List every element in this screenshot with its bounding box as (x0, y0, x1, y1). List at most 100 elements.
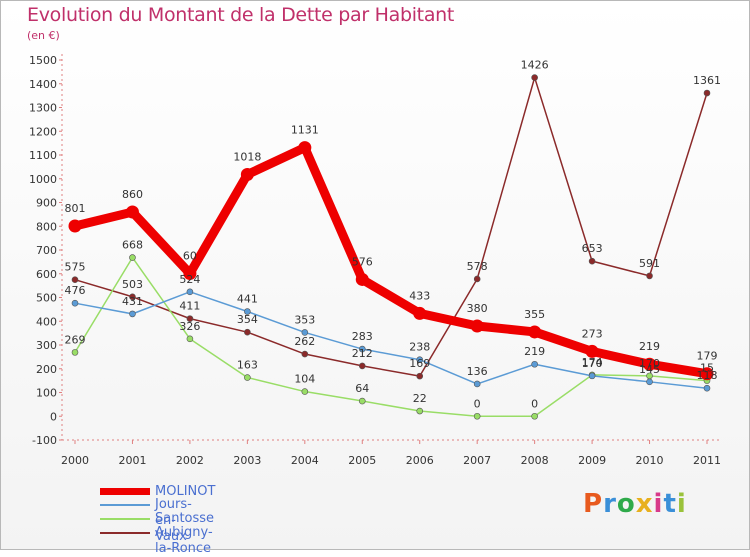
data-labels: 801 860 60 1018 1131 576 433 380 355 273 219 179 476… (65, 59, 722, 411)
logo-letter: t (663, 489, 677, 519)
data-point-santosse (129, 254, 136, 261)
data-label-jours-en-vaux: 170 (582, 357, 603, 370)
data-point-molinot (700, 367, 714, 381)
logo-letter: i (653, 489, 664, 519)
legend-swatch-aubigny-la-ronce (100, 532, 150, 534)
x-tick-label: 2000 (61, 454, 89, 467)
data-label-aubigny-la-ronce: 354 (237, 313, 258, 326)
logo-letter: i (676, 489, 687, 519)
legend-label-santosse: Santosse (155, 511, 215, 526)
data-label-aubigny-la-ronce: 169 (409, 357, 430, 370)
data-point-aubigny-la-ronce (588, 257, 596, 265)
data-point-molinot (183, 267, 197, 281)
data-point-aubigny-la-ronce (646, 272, 653, 280)
data-label-santosse: 170 (639, 357, 660, 370)
y-tick-label: 1500 (29, 54, 57, 67)
y-tick-label: 900 (36, 197, 57, 210)
logo-letter: P (583, 489, 604, 519)
x-tick-label: 2005 (348, 454, 376, 467)
data-label-molinot: 179 (697, 350, 718, 363)
data-point-molinot (528, 325, 542, 339)
data-point-santosse (244, 374, 251, 381)
data-label-aubigny-la-ronce: 411 (179, 300, 200, 313)
y-tick-label: 1400 (29, 78, 57, 91)
x-tick-label: 2003 (233, 454, 261, 467)
data-point-jours-en-vaux (129, 310, 136, 318)
data-label-molinot: 576 (352, 255, 373, 268)
data-label-aubigny-la-ronce: 578 (467, 260, 488, 273)
data-label-jours-en-vaux: 136 (467, 365, 488, 378)
x-tick-label: 2011 (693, 454, 721, 467)
y-tick-label: 500 (36, 292, 57, 305)
y-tick-label: -100 (32, 434, 57, 447)
y-tick-label: 1100 (29, 149, 57, 162)
data-point-aubigny-la-ronce (358, 362, 366, 370)
data-label-santosse: 668 (122, 239, 143, 252)
data-point-santosse (358, 397, 366, 405)
data-label-santosse: 64 (355, 382, 369, 395)
y-tick-label: 200 (36, 363, 57, 376)
y-tick-label: 600 (36, 268, 57, 281)
data-label-molinot: 1131 (291, 124, 319, 137)
data-point-aubigny-la-ronce (703, 89, 711, 97)
data-point-jours-en-vaux (416, 356, 424, 364)
line-chart: -100010020030040050060070080090010001100… (29, 54, 722, 467)
y-tick-label: 1200 (29, 125, 57, 138)
x-tick-label: 2006 (406, 454, 434, 467)
x-tick-label: 2004 (291, 454, 319, 467)
y-tick-label: 300 (36, 339, 57, 352)
data-label-jours-en-vaux: 353 (294, 313, 315, 326)
x-tick-label: 2010 (636, 454, 664, 467)
legend-swatch-jours-en-vaux (100, 504, 150, 506)
data-point-aubigny-la-ronce (301, 350, 309, 358)
data-point-aubigny-la-ronce (129, 293, 136, 301)
data-point-santosse (473, 412, 481, 420)
data-label-aubigny-la-ronce: 653 (582, 242, 603, 255)
data-label-aubigny-la-ronce: 591 (639, 257, 660, 270)
data-label-aubigny-la-ronce: 212 (352, 347, 373, 360)
data-label-santosse: 0 (474, 397, 481, 410)
y-tick-label: 400 (36, 315, 57, 328)
y-tick-label: 1300 (29, 102, 57, 115)
series-line-jours-en-vaux (74, 291, 708, 389)
data-point-molinot (643, 357, 657, 371)
data-point-molinot (298, 141, 312, 155)
data-label-molinot: 60 (183, 250, 197, 263)
proxiti-logo: Proxiti (583, 489, 687, 519)
logo-letter: r (603, 489, 617, 519)
data-label-molinot: 219 (639, 340, 660, 353)
chart-title: Evolution du Montant de la Dette par Hab… (27, 4, 455, 26)
data-label-molinot: 1018 (233, 150, 261, 163)
legend-label-jours-en-vaux: Jours-en-Vaux (155, 497, 192, 544)
data-point-molinot (585, 344, 599, 358)
data-label-santosse: 22 (413, 392, 427, 405)
data-point-molinot (413, 306, 427, 320)
data-label-santosse: 0 (531, 397, 538, 410)
data-point-santosse (71, 349, 79, 356)
logo-letter: x (635, 489, 654, 519)
data-label-jours-en-vaux: 441 (237, 293, 258, 306)
data-label-jours-en-vaux: 118 (697, 369, 718, 382)
data-label-jours-en-vaux: 219 (524, 345, 545, 358)
axes: -100010020030040050060070080090010001100… (29, 54, 722, 467)
legend-swatch-santosse (100, 518, 150, 520)
legend-label-molinot: MOLINOT (155, 484, 216, 499)
series-layer (68, 74, 714, 420)
data-label-santosse: 15 (700, 362, 714, 375)
data-point-jours-en-vaux (473, 380, 481, 388)
y-tick-label: 1000 (29, 173, 57, 186)
data-point-aubigny-la-ronce (186, 315, 194, 322)
y-tick-label: 800 (36, 220, 57, 233)
data-point-aubigny-la-ronce (416, 372, 424, 380)
data-point-jours-en-vaux (244, 308, 251, 315)
y-tick-label: 700 (36, 244, 57, 257)
series-line-molinot (70, 143, 712, 379)
data-point-aubigny-la-ronce (531, 74, 538, 81)
data-point-santosse (301, 388, 309, 395)
data-label-jours-en-vaux: 238 (409, 341, 430, 354)
data-label-jours-en-vaux: 476 (65, 284, 86, 297)
x-tick-label: 2008 (521, 454, 549, 467)
data-point-jours-en-vaux (358, 345, 366, 353)
data-label-santosse: 269 (65, 333, 86, 346)
